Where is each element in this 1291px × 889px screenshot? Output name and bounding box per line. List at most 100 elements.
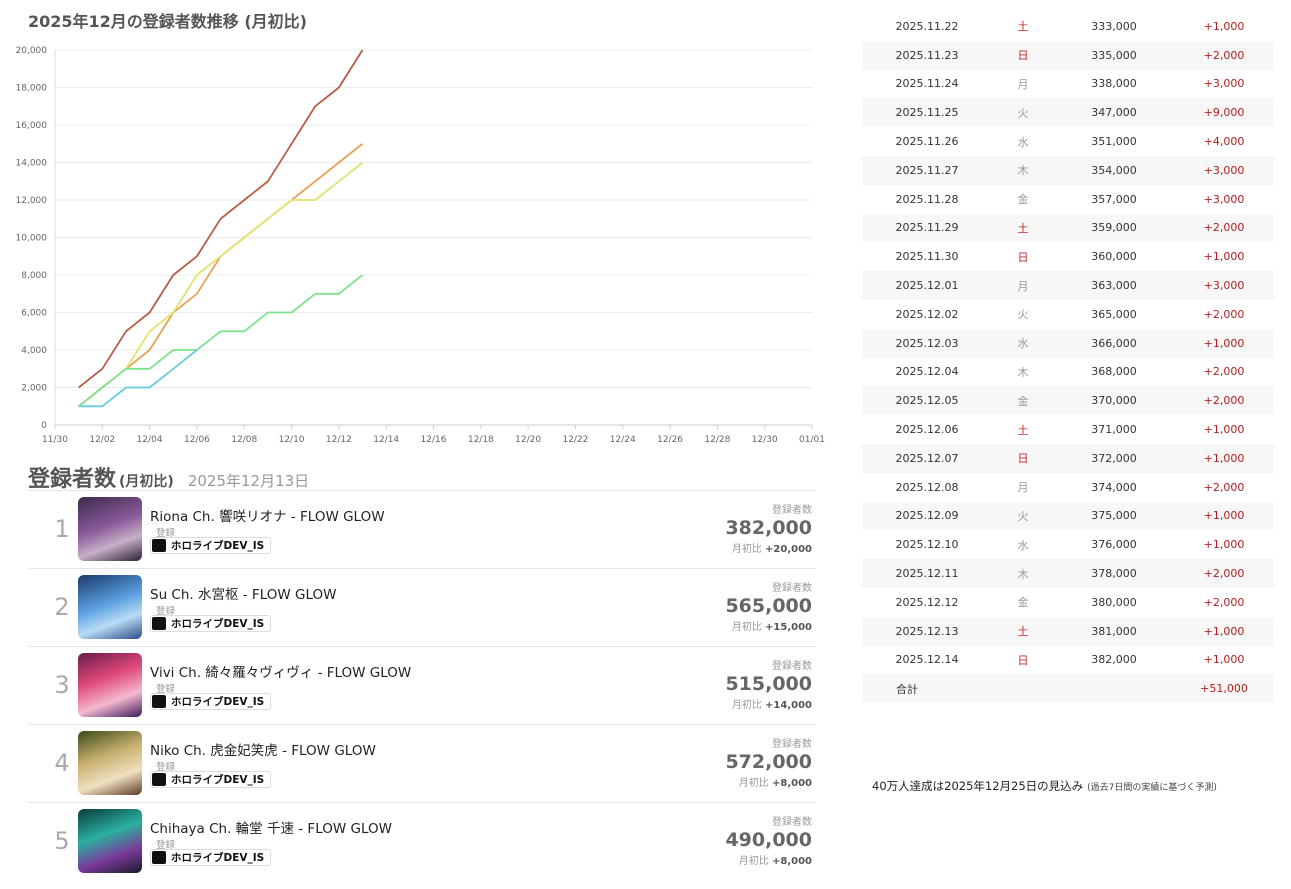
ranking-title: 登録者数 — [28, 467, 117, 492]
subs-cell: 354,000 — [1054, 155, 1174, 185]
agency-badge[interactable]: ホロライブDEV_IS — [150, 537, 272, 554]
agency-badge[interactable]: ホロライブDEV_IS — [150, 615, 272, 632]
subs-label: 登録者数 — [772, 505, 812, 516]
x-tick-label: 12/28 — [704, 435, 730, 445]
date-cell: 2025.12.02 — [895, 307, 959, 321]
channel-avatar[interactable] — [78, 809, 142, 873]
subs-label: 登録者数 — [772, 583, 812, 594]
y-tick-label: 8,000 — [21, 271, 47, 281]
change-label: 月初比 — [731, 622, 762, 633]
channel-name[interactable]: Niko Ch. 虎金妃笑虎 - FLOW GLOW — [150, 743, 376, 759]
date-cell: 2025.12.08 — [895, 480, 959, 494]
subs-value: 572,000 — [725, 751, 812, 773]
subs-cell: 363,000 — [1054, 271, 1174, 300]
x-tick-label: 12/24 — [610, 435, 636, 445]
weekday-cell: 日 — [992, 443, 1054, 473]
weekday-cell: 火 — [992, 501, 1054, 531]
date-cell: 2025.11.28 — [895, 192, 959, 206]
diff-cell: +2,000 — [1203, 480, 1245, 494]
subs-cell: 381,000 — [1054, 616, 1174, 646]
series-line-4 — [78, 274, 364, 408]
weekday-cell: 土 — [1017, 423, 1029, 437]
change-value: +20,000 — [765, 544, 812, 555]
subs-cell: 365,000 — [1091, 307, 1137, 321]
rank-number: 3 — [54, 671, 70, 699]
daily-row: 2025.12.05 金 370,000 +2,000 — [862, 386, 1274, 416]
date-cell: 2025.12.13 — [862, 616, 992, 646]
subs-change: 月初比 +8,000 — [725, 852, 812, 867]
x-tick-label: 01/01 — [799, 435, 825, 445]
agency-badge[interactable]: ホロライブDEV_IS — [150, 771, 272, 788]
subs-cell: 378,000 — [1054, 559, 1174, 588]
daily-row: 2025.12.11 木 378,000 +2,000 — [862, 559, 1274, 588]
diff-cell: +3,000 — [1203, 192, 1245, 206]
diff-cell: +2,000 — [1203, 595, 1245, 609]
subscriber-stats: 登録者数 572,000 月初比 +8,000 — [725, 735, 812, 789]
daily-row: 2025.12.13 土 381,000 +1,000 — [862, 616, 1274, 646]
subs-cell: 371,000 — [1091, 423, 1137, 437]
x-tick-label: 12/26 — [657, 435, 683, 445]
subs-value: 565,000 — [725, 595, 812, 617]
change-value: +15,000 — [765, 622, 812, 633]
total-diff: +51,000 — [1174, 674, 1274, 704]
diff-cell: +1,000 — [1174, 443, 1274, 473]
y-tick-label: 0 — [41, 421, 47, 431]
date-cell: 2025.11.30 — [895, 250, 959, 264]
y-tick-label: 2,000 — [21, 384, 47, 394]
weekday-cell: 木 — [1017, 365, 1029, 379]
weekday-cell: 日 — [1017, 653, 1029, 667]
channel-name[interactable]: Riona Ch. 響咲リオナ - FLOW GLOW — [150, 509, 385, 525]
date-cell: 2025.11.29 — [862, 213, 992, 243]
channel-avatar[interactable] — [78, 497, 142, 561]
weekday-cell: 水 — [1017, 135, 1029, 149]
diff-cell: +1,000 — [1203, 653, 1245, 667]
date-cell: 2025.12.05 — [862, 386, 992, 416]
agency-logo-icon — [152, 695, 166, 708]
diff-cell: +1,000 — [1203, 538, 1245, 552]
diff-cell: +2,000 — [1203, 307, 1245, 321]
diff-cell: +1,000 — [1203, 423, 1245, 437]
daily-row: 2025.12.07 日 372,000 +1,000 — [862, 443, 1274, 473]
ranking-date: 2025年12月13日 — [187, 472, 310, 490]
daily-row: 2025.12.08 月 374,000 +2,000 — [862, 473, 1274, 502]
channel-avatar[interactable] — [78, 653, 142, 717]
ranking-row[interactable]: 2 Su Ch. 水宮枢 - FLOW GLOW 登録 ホロライブDEV_IS … — [28, 568, 816, 646]
y-tick-label: 10,000 — [16, 234, 48, 244]
agency-badge[interactable]: ホロライブDEV_IS — [150, 849, 272, 866]
x-tick-label: 12/04 — [137, 435, 163, 445]
channel-avatar[interactable] — [78, 731, 142, 795]
change-label: 月初比 — [731, 544, 762, 555]
channel-name[interactable]: Su Ch. 水宮枢 - FLOW GLOW — [150, 587, 337, 603]
total-row: 合計 +51,000 — [862, 674, 1274, 704]
ranking-row[interactable]: 1 Riona Ch. 響咲リオナ - FLOW GLOW 登録 ホロライブDE… — [28, 490, 816, 568]
date-cell: 2025.12.14 — [895, 653, 959, 667]
date-cell: 2025.11.24 — [895, 77, 959, 91]
agency-badge-label: ホロライブDEV_IS — [171, 852, 265, 864]
ranking-row[interactable]: 3 Vivi Ch. 綺々羅々ヴィヴィ - FLOW GLOW 登録 ホロライブ… — [28, 646, 816, 724]
ranking-row[interactable]: 5 Chihaya Ch. 輪堂 千速 - FLOW GLOW 登録 ホロライブ… — [28, 802, 816, 880]
diff-cell: +3,000 — [1203, 77, 1245, 91]
ranking-row[interactable]: 4 Niko Ch. 虎金妃笑虎 - FLOW GLOW 登録 ホロライブDEV… — [28, 724, 816, 802]
subs-cell: 366,000 — [1054, 328, 1174, 358]
diff-cell: +2,000 — [1174, 40, 1274, 70]
series-line-3 — [78, 161, 364, 408]
subs-change: 月初比 +14,000 — [725, 696, 812, 711]
channel-avatar[interactable] — [78, 575, 142, 639]
date-cell: 2025.12.09 — [862, 501, 992, 531]
channel-sublabel: 登録 — [156, 606, 176, 617]
channel-name[interactable]: Chihaya Ch. 輪堂 千速 - FLOW GLOW — [150, 821, 392, 837]
weekday-cell: 土 — [992, 616, 1054, 646]
subs-cell: 357,000 — [1091, 192, 1137, 206]
agency-badge[interactable]: ホロライブDEV_IS — [150, 693, 272, 710]
subscriber-stats: 登録者数 490,000 月初比 +8,000 — [725, 813, 812, 867]
daily-row: 2025.11.25 火 347,000 +9,000 — [862, 98, 1274, 128]
daily-row: 2025.12.09 火 375,000 +1,000 — [862, 501, 1274, 531]
subs-value: 490,000 — [725, 829, 812, 851]
subs-change: 月初比 +15,000 — [725, 618, 812, 633]
diff-cell: +1,000 — [1203, 19, 1245, 33]
daily-row: 2025.11.27 木 354,000 +3,000 — [862, 155, 1274, 185]
subs-cell: 360,000 — [1091, 250, 1137, 264]
daily-row: 2025.12.10 水 376,000 +1,000 — [862, 530, 1274, 559]
channel-name[interactable]: Vivi Ch. 綺々羅々ヴィヴィ - FLOW GLOW — [150, 665, 412, 681]
y-tick-label: 20,000 — [16, 46, 48, 56]
